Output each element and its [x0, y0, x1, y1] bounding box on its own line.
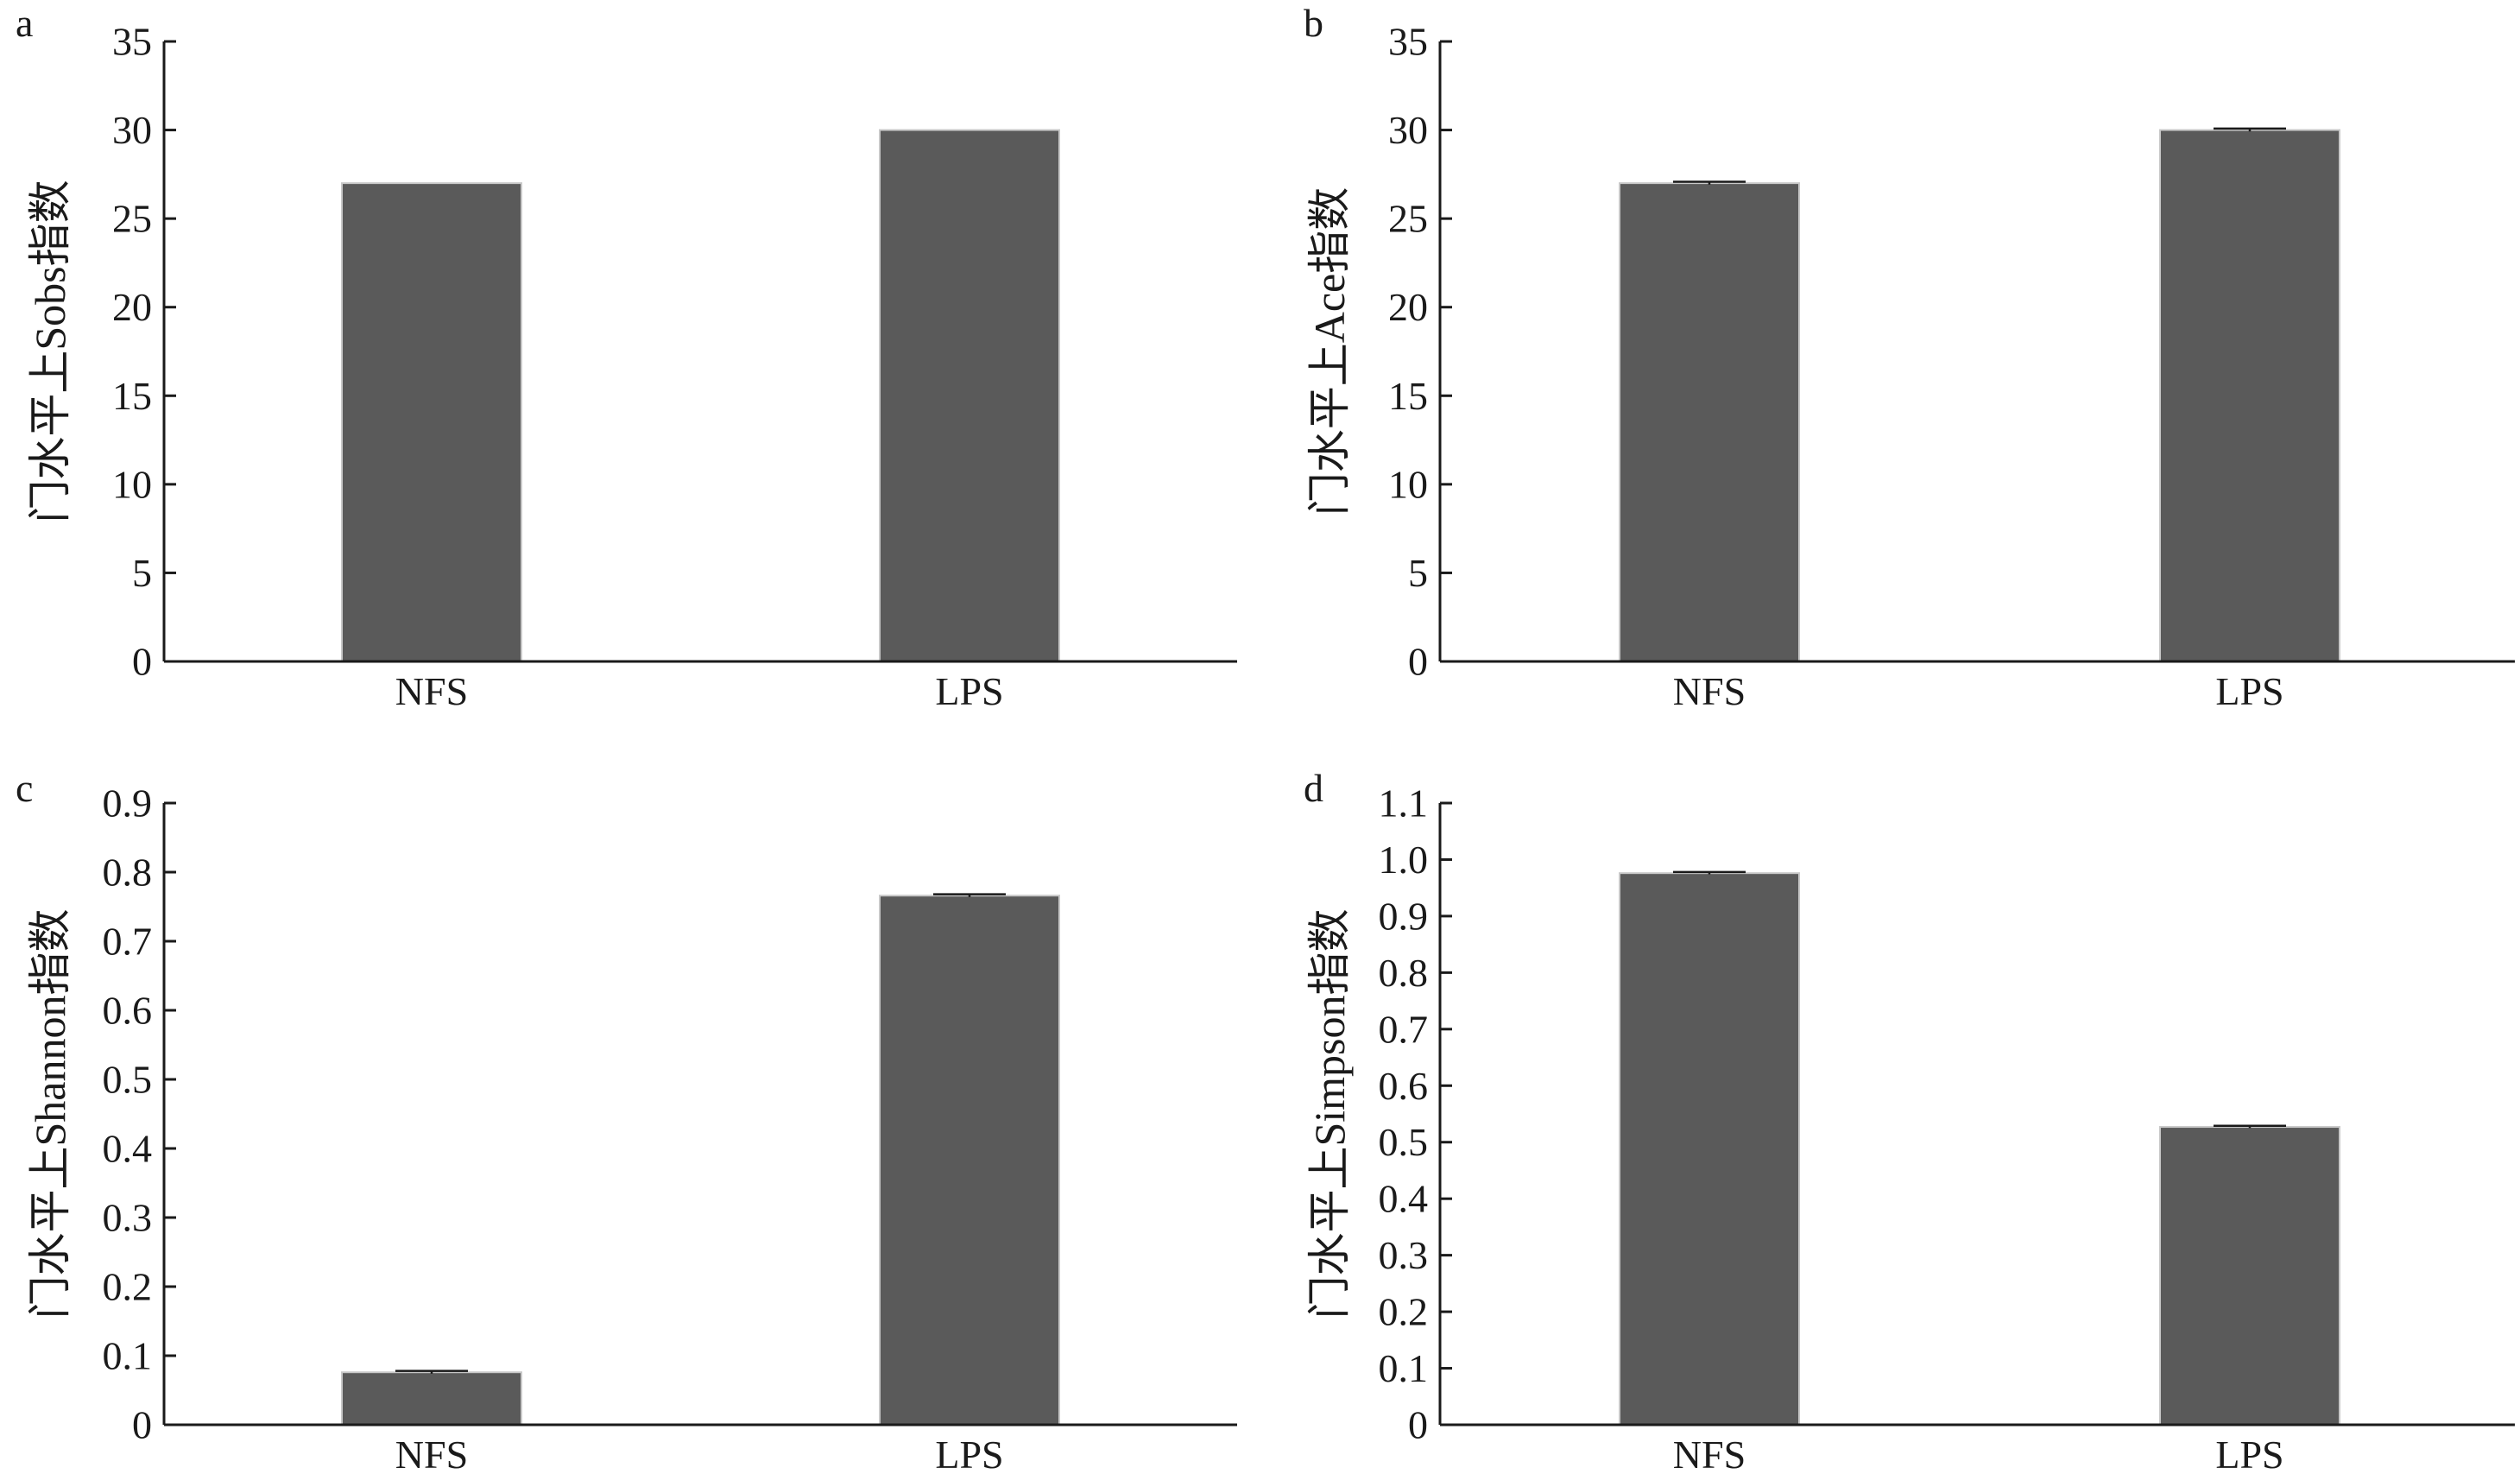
y-tick-label: 30 [1388, 108, 1428, 152]
x-tick-label-nfs: NFS [1673, 1433, 1746, 1474]
y-tick-label: 0.6 [1379, 1064, 1429, 1108]
panel-letter: d [1304, 766, 1323, 810]
y-tick-label: 1.1 [1379, 781, 1429, 826]
bar-nfs [341, 182, 522, 663]
x-tick-label-nfs: NFS [395, 669, 468, 713]
chart-panel-d: d 门水平上Simpson指数 0 0.1 0.2 0.3 0.4 0.5 0.6 0.7 0.8 0… [1304, 766, 2515, 1474]
x-tick-label-lps: LPS [2215, 1433, 2283, 1474]
y-tick-label: 0.8 [1379, 951, 1429, 995]
y-tick-label: 0.9 [1379, 894, 1429, 938]
y-tick-label: 35 [112, 20, 152, 64]
y-tick-label: 0 [1408, 1403, 1428, 1447]
y-tick-label: 10 [112, 462, 152, 506]
y-axis-label: 门水平上Ace指数 [1305, 187, 1354, 516]
y-tick-label: 0.1 [1379, 1346, 1429, 1390]
y-tick-label: 25 [112, 197, 152, 241]
y-tick-label: 0.8 [103, 851, 153, 895]
panel-letter: c [16, 766, 33, 810]
chart-panel-a: a 门水平上Sobs指数 0 5 10 15 20 25 30 35 NFS LPS [16, 1, 1237, 713]
y-tick-label: 0.3 [103, 1196, 153, 1240]
y-tick-label: 0.7 [103, 920, 153, 964]
y-tick-label: 30 [112, 108, 152, 152]
y-axis-label: 门水平上Simpson指数 [1305, 908, 1354, 1319]
x-tick-label-nfs: NFS [395, 1433, 468, 1474]
y-tick-label: 25 [1388, 197, 1428, 241]
bar-nfs [1619, 872, 1800, 1426]
y-tick-label: 0.1 [103, 1334, 153, 1378]
x-tick-label-nfs: NFS [1673, 669, 1746, 713]
bar-lps [2159, 129, 2340, 663]
y-tick-label: 15 [112, 374, 152, 418]
y-tick-label: 1.0 [1379, 838, 1429, 882]
panel-letter: b [1304, 1, 1323, 45]
bar-lps [879, 129, 1060, 663]
y-tick-label: 0 [1408, 640, 1428, 684]
y-tick-label: 20 [112, 285, 152, 329]
y-tick-label: 0 [132, 1403, 152, 1447]
y-tick-label: 0.3 [1379, 1233, 1429, 1277]
bar-nfs [1619, 182, 1800, 663]
bar-lps [879, 895, 1060, 1426]
x-tick-label-lps: LPS [2215, 669, 2283, 713]
y-tick-label: 0.4 [1379, 1177, 1429, 1221]
x-tick-label-lps: LPS [935, 669, 1003, 713]
y-axis-label: 门水平上Sobs指数 [26, 180, 74, 522]
y-tick-label: 0 [132, 640, 152, 684]
y-tick-label: 10 [1388, 462, 1428, 506]
y-tick-label: 0.5 [1379, 1120, 1429, 1164]
y-tick-label: 0.9 [103, 781, 153, 826]
y-tick-label: 15 [1388, 374, 1428, 418]
chart-panel-c: c 门水平上Shannon指数 0 0.1 0.2 0.3 0.4 0.5 0.6 0.7 0.8 0… [16, 766, 1237, 1474]
y-tick-label: 0.7 [1379, 1007, 1429, 1051]
y-tick-label: 0.6 [103, 989, 153, 1033]
y-tick-label: 0.2 [103, 1265, 153, 1309]
y-axis-label: 门水平上Shannon指数 [26, 909, 74, 1319]
y-tick-label: 5 [132, 551, 152, 595]
panel-letter: a [16, 1, 33, 45]
bar-nfs [341, 1371, 522, 1426]
y-tick-label: 5 [1408, 551, 1428, 595]
x-tick-label-lps: LPS [935, 1433, 1003, 1474]
y-tick-label: 0.5 [103, 1058, 153, 1102]
y-tick-label: 20 [1388, 285, 1428, 329]
y-tick-label: 35 [1388, 20, 1428, 64]
chart-panel-b: b 门水平上Ace指数 0 5 10 15 20 25 30 35 NFS LPS [1304, 1, 2515, 713]
bar-lps [2159, 1126, 2340, 1427]
y-tick-label: 0.4 [103, 1127, 153, 1171]
y-tick-label: 0.2 [1379, 1290, 1429, 1334]
